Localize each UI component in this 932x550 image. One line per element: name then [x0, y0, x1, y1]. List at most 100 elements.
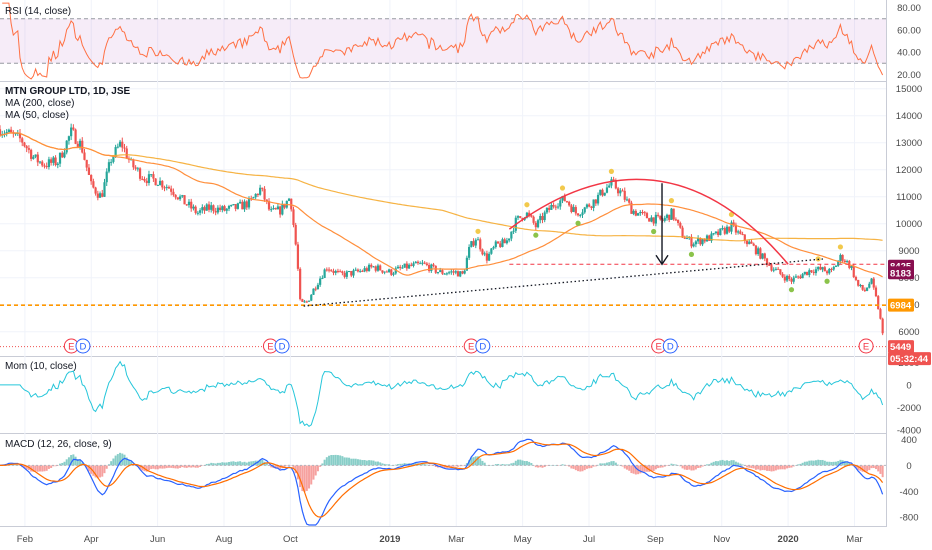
macd-hist-101 [223, 462, 226, 466]
candle-179 [396, 266, 400, 269]
macd-hist-100 [221, 462, 224, 466]
macd-hist-231 [512, 462, 515, 466]
candle-290 [643, 212, 646, 214]
candle-115 [254, 193, 257, 198]
macd-hist-34 [74, 456, 77, 466]
price-tick-5: 10000 [896, 219, 922, 230]
candle-11 [23, 142, 26, 147]
macd-signal-line [0, 441, 884, 518]
signal-dot-low-311 [688, 251, 695, 257]
candle-387 [859, 284, 862, 286]
candle-162 [359, 270, 362, 272]
macd-hist-140 [310, 465, 313, 485]
macd-hist-215 [477, 456, 480, 466]
macd-hist-86 [190, 465, 193, 468]
candle-238 [528, 212, 531, 216]
candle-390 [865, 287, 869, 291]
macd-hist-389 [863, 465, 866, 473]
macd-hist-89 [196, 465, 199, 468]
macd-hist-208 [461, 465, 464, 467]
candle-255 [565, 201, 569, 203]
candle-154 [341, 271, 344, 274]
candle-245 [543, 212, 546, 221]
candle-68 [150, 174, 153, 176]
macd-hist-164 [363, 460, 366, 466]
macd-hist-357 [792, 465, 795, 467]
macd-hist-108 [239, 461, 242, 466]
macd-hist-246 [545, 465, 548, 466]
candle-302 [670, 208, 673, 220]
macd-hist-83 [183, 465, 186, 468]
event-marker-letter-2: E [267, 342, 273, 353]
candle-41 [90, 174, 93, 182]
macd-hist-322 [714, 461, 717, 466]
candle-224 [496, 241, 500, 244]
price-tick-3: 12000 [896, 165, 922, 176]
macd-hist-206 [456, 465, 459, 467]
candle-215 [476, 239, 480, 241]
macd-hist-29 [63, 461, 66, 466]
candle-126 [279, 206, 282, 215]
macd-hist-45 [99, 465, 102, 478]
x-tick-0: Feb [17, 534, 33, 545]
macd-hist-77 [170, 465, 173, 468]
rsi-band [0, 18, 886, 64]
macd-hist-94 [207, 463, 210, 466]
candle-237 [525, 212, 529, 218]
macd-hist-12 [25, 465, 28, 470]
macd-hist-236 [523, 461, 526, 466]
candle-143 [316, 284, 320, 290]
candle-136 [301, 299, 304, 302]
x-tick-2: Jun [150, 534, 165, 545]
candle-321 [712, 233, 715, 235]
macd-hist-333 [739, 463, 742, 466]
macd-hist-330 [732, 460, 735, 466]
candle-241 [534, 222, 537, 228]
candle-338 [750, 241, 753, 244]
candle-362 [803, 271, 806, 275]
macd-hist-392 [870, 465, 873, 469]
macd-hist-110 [243, 461, 246, 466]
macd-tick-3: -800 [899, 513, 918, 524]
candle-61 [134, 167, 137, 169]
macd-hist-307 [681, 465, 684, 469]
x-tick-1: Apr [84, 534, 99, 545]
macd-hist-382 [848, 463, 851, 466]
candle-203 [450, 271, 453, 273]
macd-hist-244 [541, 465, 544, 468]
candle-364 [808, 270, 811, 276]
candle-89 [196, 212, 199, 214]
macd-hist-277 [614, 462, 617, 466]
macd-hist-18 [39, 465, 42, 472]
macd-hist-125 [276, 465, 279, 469]
candle-394 [874, 287, 878, 297]
candle-339 [752, 243, 755, 246]
macd-hist-334 [741, 464, 744, 466]
axes: 80.00 60.00 40.00 20.00 15000 14000 13000 12000… [17, 0, 932, 550]
candle-145 [321, 277, 324, 279]
candle-209 [463, 270, 466, 274]
candle-328 [728, 226, 731, 232]
macd-hist-46 [101, 465, 104, 477]
candle-187 [414, 261, 417, 264]
candle-379 [841, 254, 844, 261]
candle-142 [314, 288, 317, 290]
candle-373 [828, 268, 831, 274]
signal-dot-high-215 [475, 228, 481, 234]
candle-205 [454, 271, 457, 273]
macd-hist-180 [399, 463, 402, 466]
macd-label: MACD (12, 26, close, 9) [5, 439, 112, 450]
macd-hist-314 [697, 465, 700, 468]
candle-324 [719, 228, 722, 236]
macd-hist-17 [36, 465, 39, 472]
candle-242 [536, 220, 540, 228]
macd-hist-58 [127, 459, 130, 466]
candle-361 [801, 274, 804, 279]
macd-hist-124 [274, 465, 277, 469]
macd-hist-302 [670, 463, 673, 466]
candle-128 [283, 203, 286, 208]
candle-77 [170, 188, 173, 192]
macd-hist-338 [750, 465, 753, 469]
candle-90 [198, 210, 202, 213]
candle-91 [201, 207, 204, 211]
